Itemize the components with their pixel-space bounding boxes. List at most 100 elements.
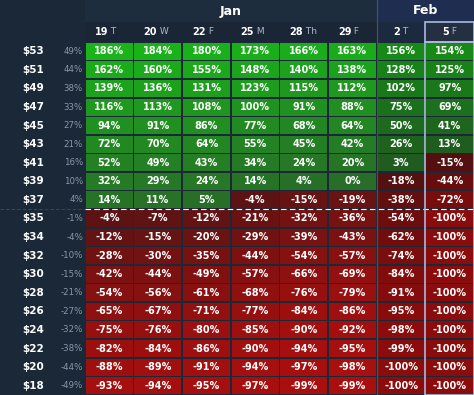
Text: -49%: -49%: [193, 269, 220, 279]
Text: 115%: 115%: [289, 83, 319, 94]
Bar: [426, 136, 473, 153]
Text: -100%: -100%: [433, 251, 467, 261]
Text: 156%: 156%: [386, 46, 416, 56]
Bar: [232, 61, 279, 78]
Text: -90%: -90%: [242, 344, 269, 354]
Bar: [280, 359, 328, 376]
Text: 5: 5: [442, 27, 449, 37]
Text: -35%: -35%: [193, 251, 220, 261]
Text: 25: 25: [241, 27, 254, 37]
Text: -67%: -67%: [144, 307, 172, 316]
Text: -66%: -66%: [290, 269, 318, 279]
Text: -100%: -100%: [433, 381, 467, 391]
Text: -4%: -4%: [99, 214, 119, 224]
Bar: [183, 61, 230, 78]
Text: -100%: -100%: [433, 307, 467, 316]
Text: T: T: [109, 28, 117, 36]
Bar: [135, 303, 182, 320]
Text: -12%: -12%: [96, 232, 123, 242]
Bar: [86, 210, 133, 227]
Bar: [232, 247, 279, 264]
Bar: [378, 80, 425, 97]
Bar: [85, 22, 134, 42]
Bar: [86, 266, 133, 283]
Text: -94%: -94%: [242, 362, 269, 372]
Text: -97%: -97%: [290, 362, 318, 372]
Text: -100%: -100%: [433, 362, 467, 372]
Text: -21%: -21%: [61, 288, 83, 297]
Bar: [280, 340, 328, 357]
Bar: [183, 136, 230, 153]
Text: 20%: 20%: [341, 158, 364, 168]
Bar: [232, 229, 279, 246]
Text: 38%: 38%: [64, 84, 83, 93]
Text: -65%: -65%: [96, 307, 123, 316]
Bar: [426, 303, 473, 320]
Text: $20: $20: [22, 362, 44, 372]
Text: 2: 2: [393, 27, 400, 37]
Text: 102%: 102%: [386, 83, 416, 94]
Bar: [280, 322, 328, 339]
Text: -44%: -44%: [144, 269, 172, 279]
Text: -44%: -44%: [242, 251, 269, 261]
Text: 4%: 4%: [296, 176, 312, 186]
Bar: [86, 98, 133, 115]
Bar: [135, 229, 182, 246]
Bar: [280, 229, 328, 246]
Bar: [135, 173, 182, 190]
Bar: [329, 117, 376, 134]
Text: 131%: 131%: [191, 83, 221, 94]
Bar: [232, 136, 279, 153]
Text: -56%: -56%: [144, 288, 172, 298]
Bar: [135, 192, 182, 209]
Bar: [232, 210, 279, 227]
Text: -15%: -15%: [61, 270, 83, 279]
Bar: [86, 229, 133, 246]
Bar: [232, 98, 279, 115]
Text: -38%: -38%: [61, 344, 83, 353]
Text: -4%: -4%: [245, 195, 265, 205]
Bar: [183, 80, 230, 97]
Bar: [135, 210, 182, 227]
Text: -29%: -29%: [242, 232, 269, 242]
Text: $37: $37: [22, 195, 44, 205]
Text: -77%: -77%: [242, 307, 269, 316]
Bar: [378, 322, 425, 339]
Bar: [378, 154, 425, 171]
Text: -12%: -12%: [193, 214, 220, 224]
Text: -98%: -98%: [339, 362, 366, 372]
Text: 49%: 49%: [64, 47, 83, 56]
Text: $24: $24: [22, 325, 44, 335]
Bar: [86, 359, 133, 376]
Text: $45: $45: [22, 120, 44, 131]
Bar: [378, 192, 425, 209]
Bar: [183, 377, 230, 394]
Bar: [85, 0, 377, 22]
Text: 29: 29: [338, 27, 351, 37]
Bar: [378, 117, 425, 134]
Text: -93%: -93%: [96, 381, 123, 391]
Bar: [426, 247, 473, 264]
Bar: [183, 210, 230, 227]
Text: 162%: 162%: [94, 65, 124, 75]
Text: -99%: -99%: [387, 344, 415, 354]
Text: -99%: -99%: [339, 381, 366, 391]
Bar: [280, 43, 328, 60]
Text: 43%: 43%: [195, 158, 218, 168]
Bar: [378, 136, 425, 153]
Text: -95%: -95%: [387, 307, 415, 316]
Bar: [231, 22, 280, 42]
Text: 91%: 91%: [292, 102, 315, 112]
Bar: [378, 210, 425, 227]
Text: 21%: 21%: [64, 140, 83, 149]
Text: -97%: -97%: [242, 381, 269, 391]
Text: 49%: 49%: [146, 158, 170, 168]
Bar: [232, 43, 279, 60]
Bar: [378, 266, 425, 283]
Bar: [86, 80, 133, 97]
Bar: [86, 247, 133, 264]
Bar: [426, 61, 473, 78]
Text: $28: $28: [22, 288, 44, 298]
Bar: [280, 136, 328, 153]
Text: 186%: 186%: [94, 46, 124, 56]
